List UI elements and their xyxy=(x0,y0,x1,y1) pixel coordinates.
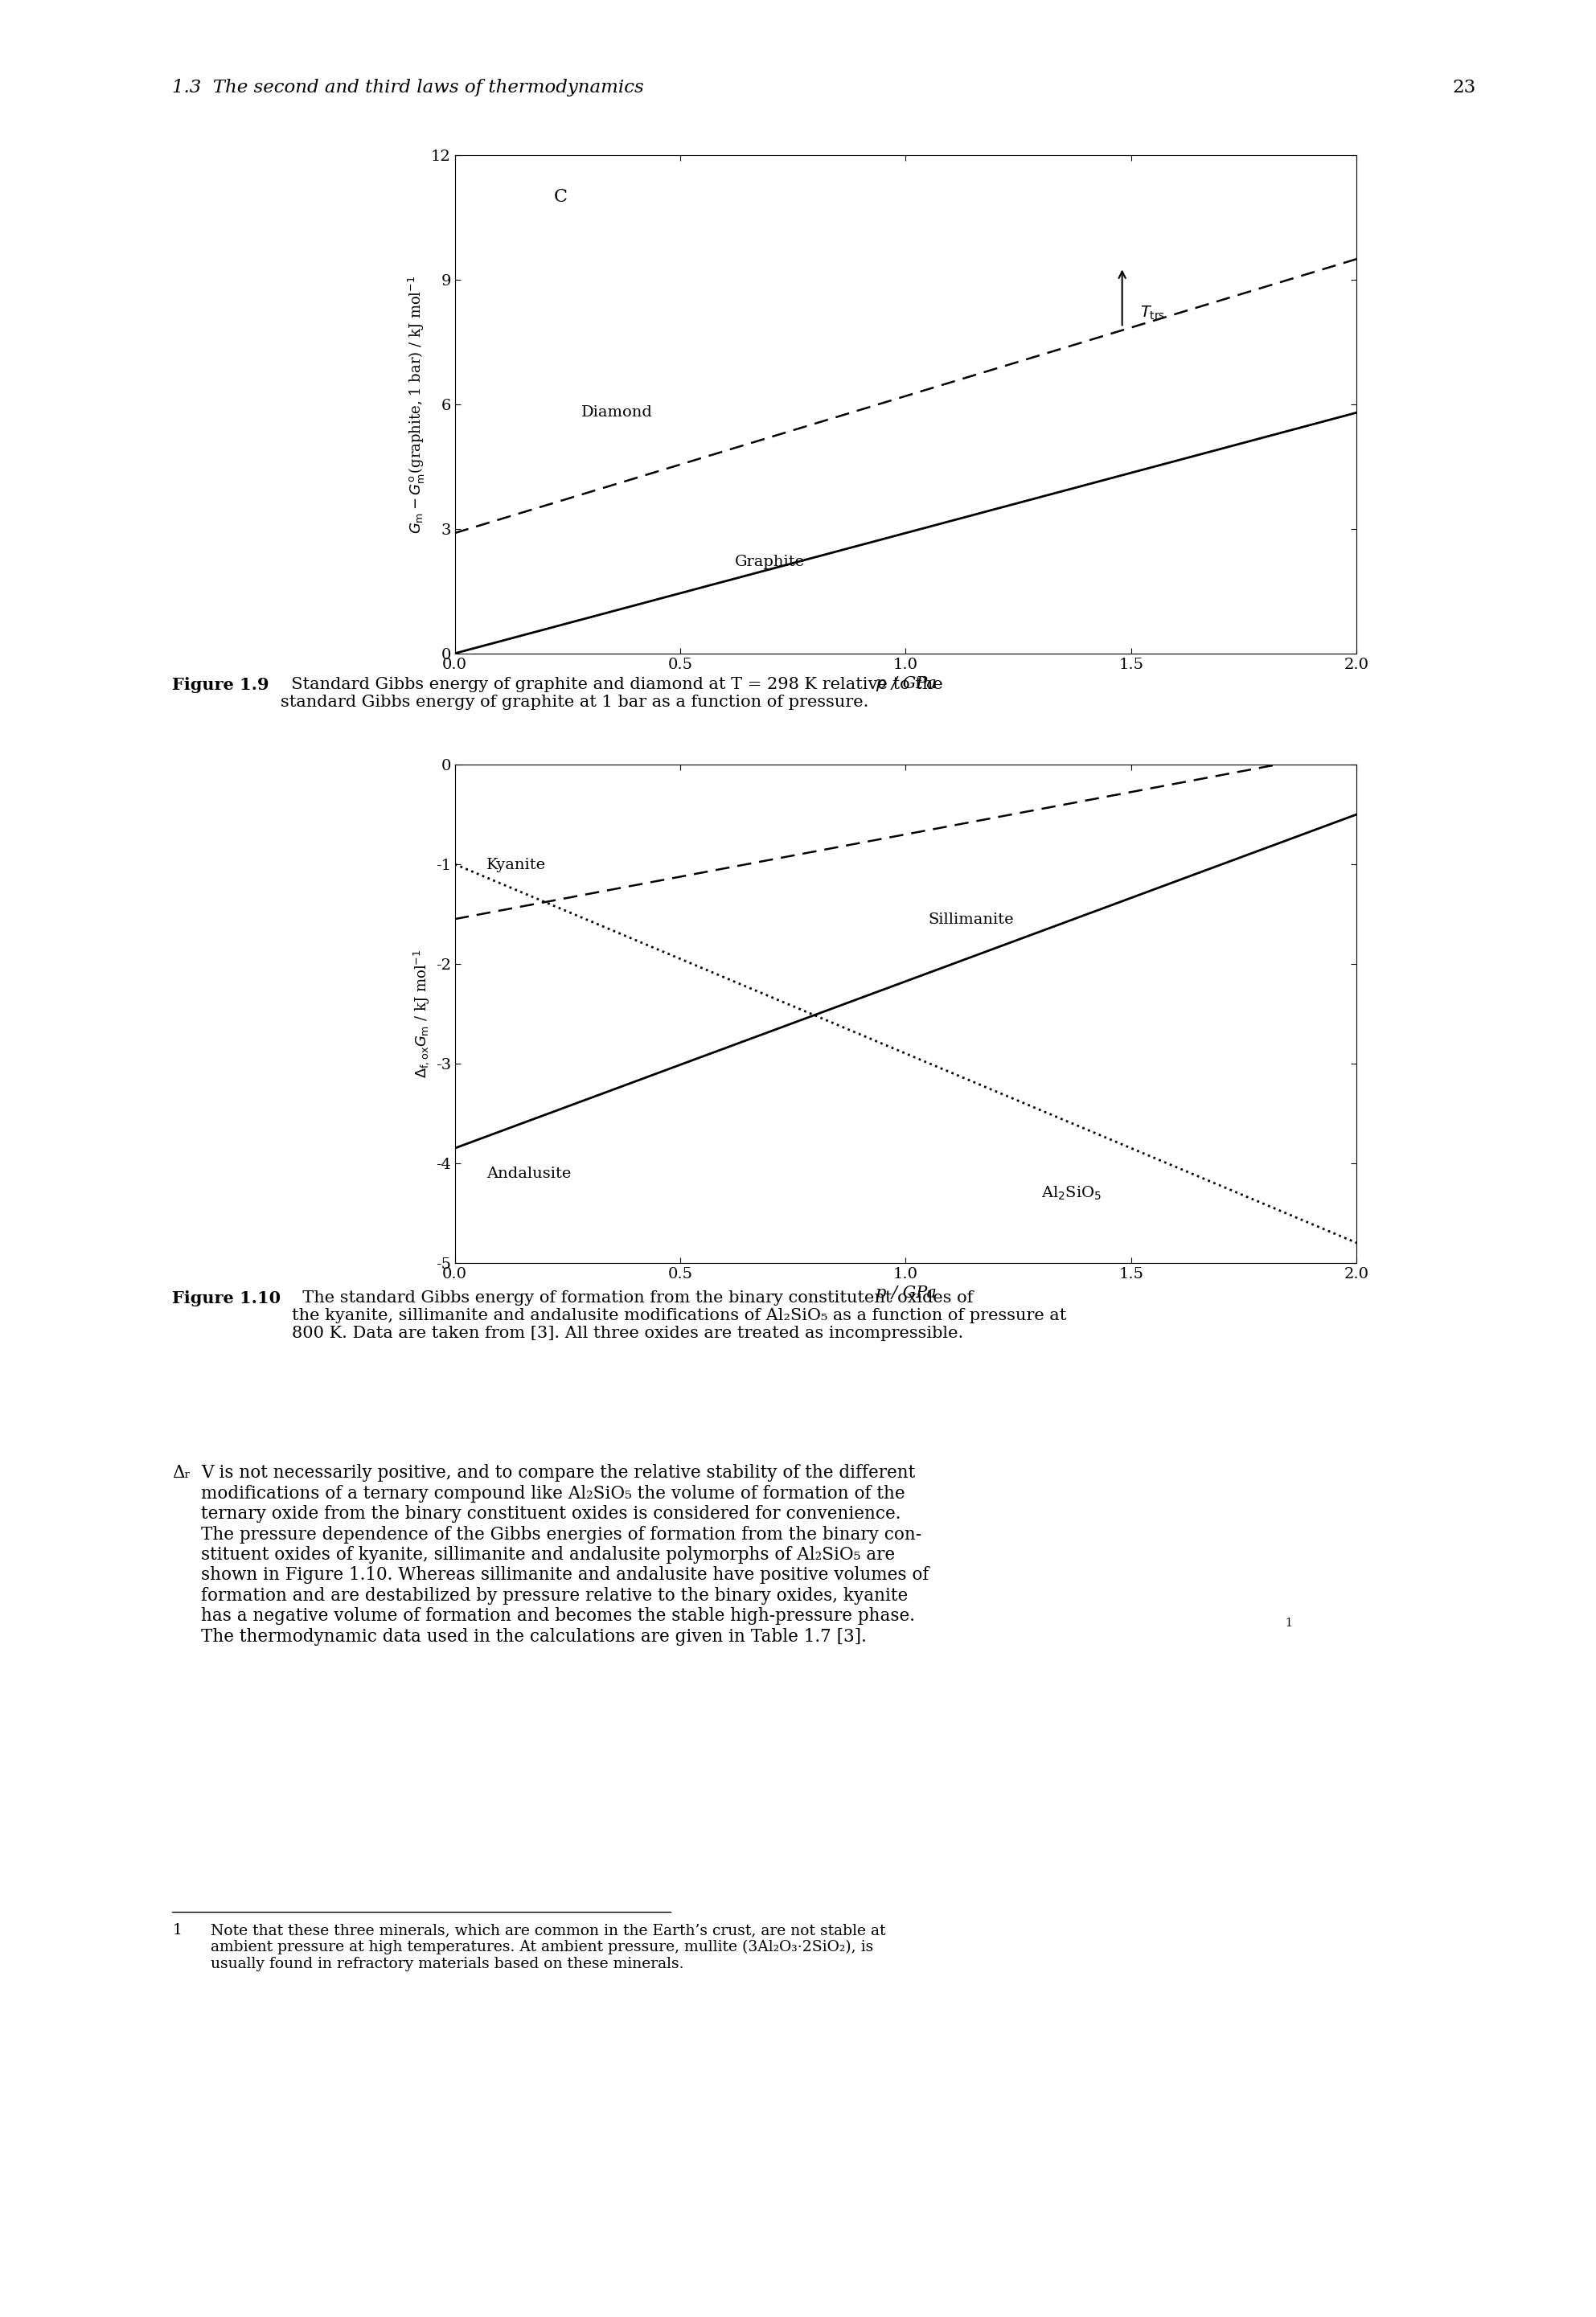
Text: 1: 1 xyxy=(1285,1617,1291,1629)
Text: Al$_2$SiO$_5$: Al$_2$SiO$_5$ xyxy=(1041,1184,1101,1203)
Text: 23: 23 xyxy=(1452,79,1476,97)
Y-axis label: $\Delta_{\mathrm{f,ox}}G_{\mathrm{m}}$ / kJ mol$^{-1}$: $\Delta_{\mathrm{f,ox}}G_{\mathrm{m}}$ /… xyxy=(412,950,431,1077)
Text: Δᵣ: Δᵣ xyxy=(172,1464,192,1483)
Text: V is not necessarily positive, and to compare the relative stability of the diff: V is not necessarily positive, and to co… xyxy=(201,1464,929,1645)
Text: C: C xyxy=(554,188,568,206)
Text: Graphite: Graphite xyxy=(734,556,804,570)
Text: 1: 1 xyxy=(172,1923,182,1937)
Text: Sillimanite: Sillimanite xyxy=(929,913,1013,927)
Text: The standard Gibbs energy of formation from the binary constitutent oxides of
th: The standard Gibbs energy of formation f… xyxy=(292,1291,1066,1342)
Y-axis label: $G_{\mathrm{m}} - G_{\mathrm{m}}^{\mathrm{o}}$(graphite, 1 bar) / kJ mol$^{-1}$: $G_{\mathrm{m}} - G_{\mathrm{m}}^{\mathr… xyxy=(407,276,426,533)
Text: $T_{\mathrm{trs}}$: $T_{\mathrm{trs}}$ xyxy=(1140,304,1165,322)
X-axis label: p / GPa: p / GPa xyxy=(875,677,937,690)
Text: Figure 1.10: Figure 1.10 xyxy=(172,1291,281,1307)
Text: 1.3  The second and third laws of thermodynamics: 1.3 The second and third laws of thermod… xyxy=(172,79,645,97)
X-axis label: p / GPa: p / GPa xyxy=(875,1286,937,1300)
Text: Figure 1.9: Figure 1.9 xyxy=(172,677,270,693)
Text: Note that these three minerals, which are common in the Earth’s crust, are not s: Note that these three minerals, which ar… xyxy=(201,1923,886,1972)
Text: Andalusite: Andalusite xyxy=(487,1168,571,1182)
Text: Diamond: Diamond xyxy=(581,405,653,419)
Text: Kyanite: Kyanite xyxy=(487,857,546,874)
Text: Standard Gibbs energy of graphite and diamond at T = 298 K relative to the
stand: Standard Gibbs energy of graphite and di… xyxy=(281,677,943,709)
